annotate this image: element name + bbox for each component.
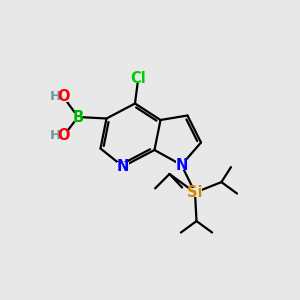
FancyBboxPatch shape (117, 162, 129, 171)
Text: B: B (72, 110, 84, 124)
Text: H: H (49, 90, 61, 103)
Text: O: O (58, 128, 70, 143)
Text: N: N (175, 158, 188, 172)
Text: H: H (49, 129, 61, 142)
FancyBboxPatch shape (52, 131, 68, 140)
FancyBboxPatch shape (74, 112, 82, 122)
FancyBboxPatch shape (176, 160, 188, 170)
FancyBboxPatch shape (132, 74, 144, 83)
Text: Cl: Cl (130, 71, 146, 86)
Text: Si: Si (187, 185, 203, 200)
FancyBboxPatch shape (188, 188, 202, 197)
FancyBboxPatch shape (52, 93, 68, 102)
Text: N: N (117, 159, 129, 174)
Text: O: O (58, 89, 70, 104)
